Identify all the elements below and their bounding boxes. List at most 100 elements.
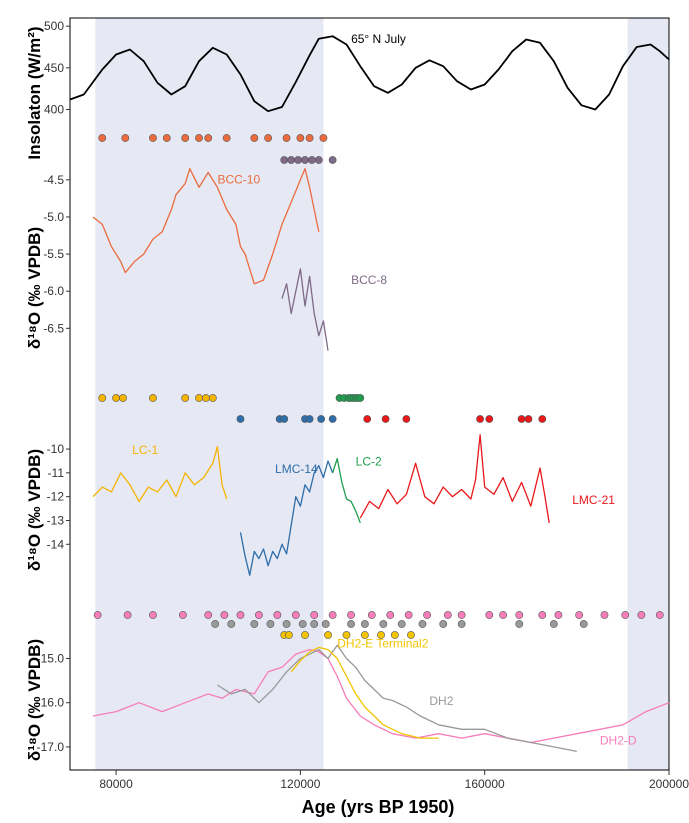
dating-marker [319,134,328,142]
dating-marker [363,415,372,423]
series-line-lmc-14 [239,460,334,576]
dating-marker [296,134,305,142]
dating-marker [149,394,157,402]
dating-marker [347,620,355,628]
dating-marker [250,134,259,142]
dating-marker [294,156,302,164]
dating-marker [579,620,588,628]
shaded-interval-1 [627,18,669,770]
series-label-dh2: DH2 [429,694,453,708]
x-tick-label: 120000 [280,777,320,791]
dating-marker [342,631,351,639]
y-tick-label: -11 [48,466,65,480]
dating-marker [381,415,390,423]
series-label-lc-1: LC-1 [132,443,158,457]
dating-marker [575,611,584,619]
dating-marker [308,156,316,164]
dating-marker [637,611,646,619]
x-tick-label: 160000 [465,777,505,791]
dating-marker [204,611,213,619]
series-label-lc-2: LC-2 [356,455,382,469]
series-labels: 65° N July BCC-10 BCC-8 LC-1 LMC-14 LC-2 LMC-2… [132,32,637,748]
dating-marker [317,415,326,423]
dating-marker [402,415,411,423]
dating-marker [621,611,630,619]
dating-marker [305,415,314,423]
dating-marker [211,620,220,628]
dating-marker [202,394,210,402]
dating-marker [499,611,508,619]
series-line-lmc-21 [359,434,550,524]
y-tick-label: -14 [47,537,65,551]
dating-marker [367,611,376,619]
dating-marker [390,631,399,639]
y-tick-label: -5.0 [43,210,64,224]
dating-marker [310,611,319,619]
dating-marker [386,611,395,619]
dating-marker [236,415,245,423]
dating-marker [284,631,293,639]
dating-markers [93,134,664,639]
dating-marker [236,611,245,619]
series-label-bcc-8: BCC-8 [351,273,387,287]
series-label-dh2-e-terminal2: DH2-E Terminal2 [337,636,428,650]
dating-marker [600,611,609,619]
dating-marker [208,394,217,402]
y-tick-label: 500 [44,19,64,33]
dating-marker [515,620,524,628]
dating-marker [423,611,431,619]
y-tick-label: -16.0 [37,696,65,710]
dating-marker [404,611,413,619]
dating-marker [273,611,282,619]
dating-marker [397,620,406,628]
dating-marker [282,620,291,628]
dating-marker [328,415,337,423]
dating-marker [255,611,263,619]
dating-marker [93,611,102,619]
y-tick-label: 400 [44,103,64,117]
dating-marker [178,611,187,619]
y-axis-title-lc-lmc: δ¹⁸O (‰ VPDB) [25,449,44,571]
shaded-interval-0 [95,18,324,770]
dating-marker [485,415,494,423]
dating-marker [305,134,314,142]
dating-marker [418,620,427,628]
series-line-bcc-10 [92,168,320,285]
y-tick-label: -17.0 [37,740,65,754]
dating-marker [360,620,369,628]
y-axis-title-bcc: δ¹⁸O (‰ VPDB) [25,227,44,349]
x-axis-title: Age (yrs BP 1950) [302,797,455,817]
dating-marker [328,611,337,619]
dating-marker [443,611,452,619]
series-line-lc-1 [92,446,228,503]
dating-marker [407,631,415,639]
y-tick-label: -10 [47,442,65,456]
shaded-intervals [95,18,669,770]
dating-marker [517,415,526,423]
dating-marker [282,134,291,142]
dating-marker [538,611,547,619]
dating-marker [324,631,332,639]
dating-marker [195,134,203,142]
dating-marker [291,611,300,619]
dating-marker [266,620,275,628]
series-label-65-n-july: 65° N July [351,32,406,46]
dating-marker [301,156,309,164]
y-tick-label: -13 [47,513,65,527]
series-line-65-n-july [69,35,670,113]
dating-marker [149,134,157,142]
dating-marker [314,156,323,164]
dating-marker [204,134,213,142]
x-tick-label: 80000 [99,777,133,791]
dating-marker [538,415,547,423]
dating-marker [524,415,533,423]
dating-marker [195,394,203,402]
dating-marker [98,394,107,402]
y-tick-label: -15.0 [37,651,65,665]
dating-marker [227,620,236,628]
plot-frame [69,17,670,771]
dating-marker [121,134,130,142]
dating-marker [181,394,190,402]
dating-marker [328,156,337,164]
dating-marker [280,415,289,423]
